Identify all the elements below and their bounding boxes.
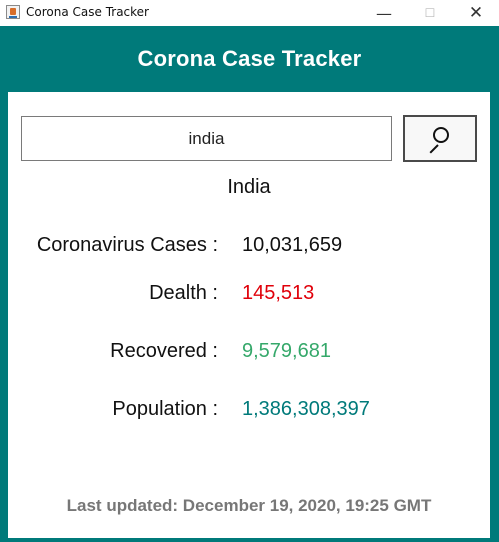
window-title: Corona Case Tracker (26, 5, 149, 19)
minimize-button[interactable]: — (376, 3, 392, 23)
stat-value-recovered: 9,579,681 (242, 340, 331, 362)
header-bar: Corona Case Tracker (0, 26, 499, 92)
stat-label-deaths: Dealth : (149, 282, 218, 304)
search-icon (425, 124, 455, 154)
search-button[interactable] (403, 115, 477, 162)
stat-label-cases: Coronavirus Cases : (36, 234, 218, 256)
stat-value-cases: 10,031,659 (242, 234, 343, 256)
search-input[interactable]: india (21, 116, 392, 161)
close-button[interactable]: ✕ (468, 3, 484, 23)
header-title: Corona Case Tracker (137, 46, 362, 71)
maximize-button[interactable]: ☐ (424, 6, 436, 20)
app-icon (6, 5, 20, 19)
stat-label-recovered: Recovered : (110, 340, 218, 362)
stat-value-deaths: 145,513 (242, 282, 315, 304)
last-updated-text: Last updated: December 19, 2020, 19:25 G… (66, 496, 432, 515)
country-name: India (227, 176, 271, 198)
stat-label-population: Population : (112, 398, 218, 420)
stat-row-cases: Coronavirus Cases : 10,031,659 (8, 234, 490, 266)
title-bar: Corona Case Tracker — ☐ ✕ (0, 0, 499, 26)
content-panel: india India Coronavirus Cases : 10,031,6… (8, 92, 490, 538)
stat-row-population: Population : 1,386,308,397 (8, 398, 490, 430)
stat-value-population: 1,386,308,397 (242, 398, 370, 420)
stat-row-recovered: Recovered : 9,579,681 (8, 340, 490, 372)
stat-row-deaths: Dealth : 145,513 (8, 282, 490, 314)
